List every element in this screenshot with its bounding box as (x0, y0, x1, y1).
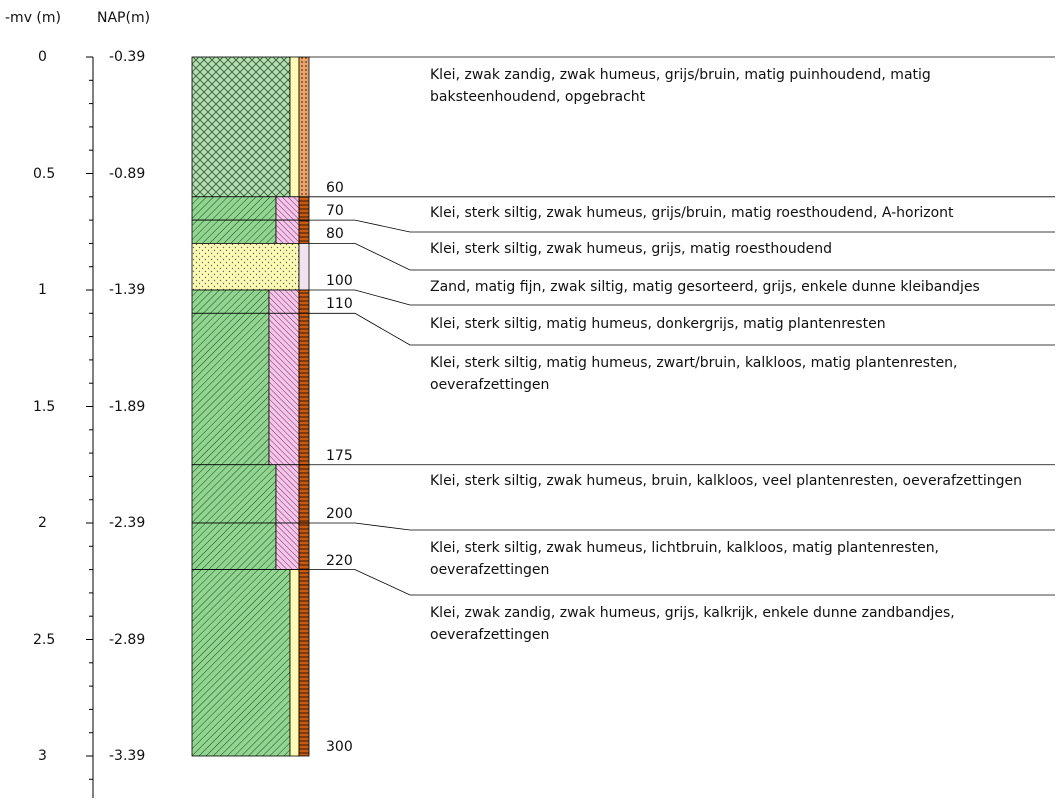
nap-tick-label: -0.89 (109, 165, 146, 182)
layer-description: Klei, zwak zandig, zwak humeus, grijs/br… (430, 67, 931, 105)
depth-label: 175 (326, 447, 353, 464)
layer-brown-strip (298, 569, 310, 757)
layer-brown-strip (298, 464, 310, 524)
layer-humus (275, 219, 300, 244)
depth-tick-label: 1 (38, 282, 47, 298)
layer-description: Klei, sterk siltig, matig humeus, donker… (430, 316, 886, 332)
layer-description: Klei, zwak zandig, zwak humeus, grijs, k… (430, 605, 955, 643)
layer-description: Klei, sterk siltig, zwak humeus, grijs/b… (430, 205, 954, 221)
nap-tick-label: -2.39 (109, 515, 146, 531)
depth-label: 110 (326, 296, 353, 313)
layer-brown-strip (298, 522, 310, 570)
layer-brown-strip (298, 242, 310, 291)
layer-humus (275, 464, 300, 524)
depth-tick-label: 2 (38, 515, 47, 531)
layer-humus (268, 289, 300, 314)
layer-main (191, 569, 291, 757)
layer-humus (275, 522, 300, 570)
nap-tick-label: -1.39 (109, 282, 146, 298)
depth-label: 60 (326, 179, 344, 196)
nap-tick-label: -0.39 (109, 49, 146, 65)
layer-main (191, 312, 270, 466)
layer-main (191, 289, 270, 314)
layer-boundary-line (309, 219, 1055, 233)
layer-main (191, 242, 300, 291)
layer-brown-strip (298, 196, 310, 221)
depth-label: 200 (326, 506, 353, 522)
layer-boundary-line (309, 289, 1055, 306)
depth-label: 80 (326, 226, 344, 243)
depth-tick-label: 3 (38, 748, 47, 764)
layer-humus (289, 56, 300, 198)
layer-description: Klei, sterk siltig, zwak humeus, bruin, … (430, 473, 1022, 489)
layer-boundary-line (309, 242, 1055, 271)
nap-tick-label: -2.89 (109, 631, 146, 648)
layer-humus (268, 312, 300, 466)
layer-description: Zand, matig fijn, zwak siltig, matig ges… (430, 279, 980, 295)
layer-description: Klei, sterk siltig, matig humeus, zwart/… (430, 355, 958, 393)
layer-brown-strip (298, 289, 310, 314)
layer-humus (289, 569, 300, 757)
layer-main (191, 56, 291, 198)
nap-tick-label: -3.39 (109, 748, 146, 764)
layer-boundary-line (309, 522, 1055, 531)
layer-main (191, 522, 277, 570)
depth-label: 300 (326, 739, 353, 755)
nap-tick-label: -1.89 (109, 398, 146, 415)
layer-brown-strip (298, 56, 310, 198)
layer-boundary-line (309, 312, 1055, 346)
layer-description: Klei, sterk siltig, zwak humeus, grijs, … (430, 241, 832, 257)
depth-tick-label: 0 (38, 49, 47, 65)
depth-tick-label: 0.5 (33, 165, 56, 182)
depth-label: 220 (326, 552, 353, 569)
depth-axis-header: -mv (m) (5, 10, 61, 26)
layer-main (191, 219, 277, 244)
layer-humus (275, 196, 300, 221)
layer-brown-strip (298, 312, 310, 466)
layer-main (191, 464, 277, 524)
layer-description: Klei, sterk siltig, zwak humeus, lichtbr… (430, 540, 940, 578)
layer-brown-strip (298, 219, 310, 244)
depth-tick-label: 2.5 (33, 631, 56, 648)
depth-tick-label: 1.5 (33, 398, 56, 415)
layer-boundary-line (309, 569, 1055, 596)
depth-label: 70 (326, 203, 344, 220)
nap-axis-header: NAP(m) (97, 10, 151, 26)
depth-label: 100 (326, 273, 353, 289)
layer-main (191, 196, 277, 221)
